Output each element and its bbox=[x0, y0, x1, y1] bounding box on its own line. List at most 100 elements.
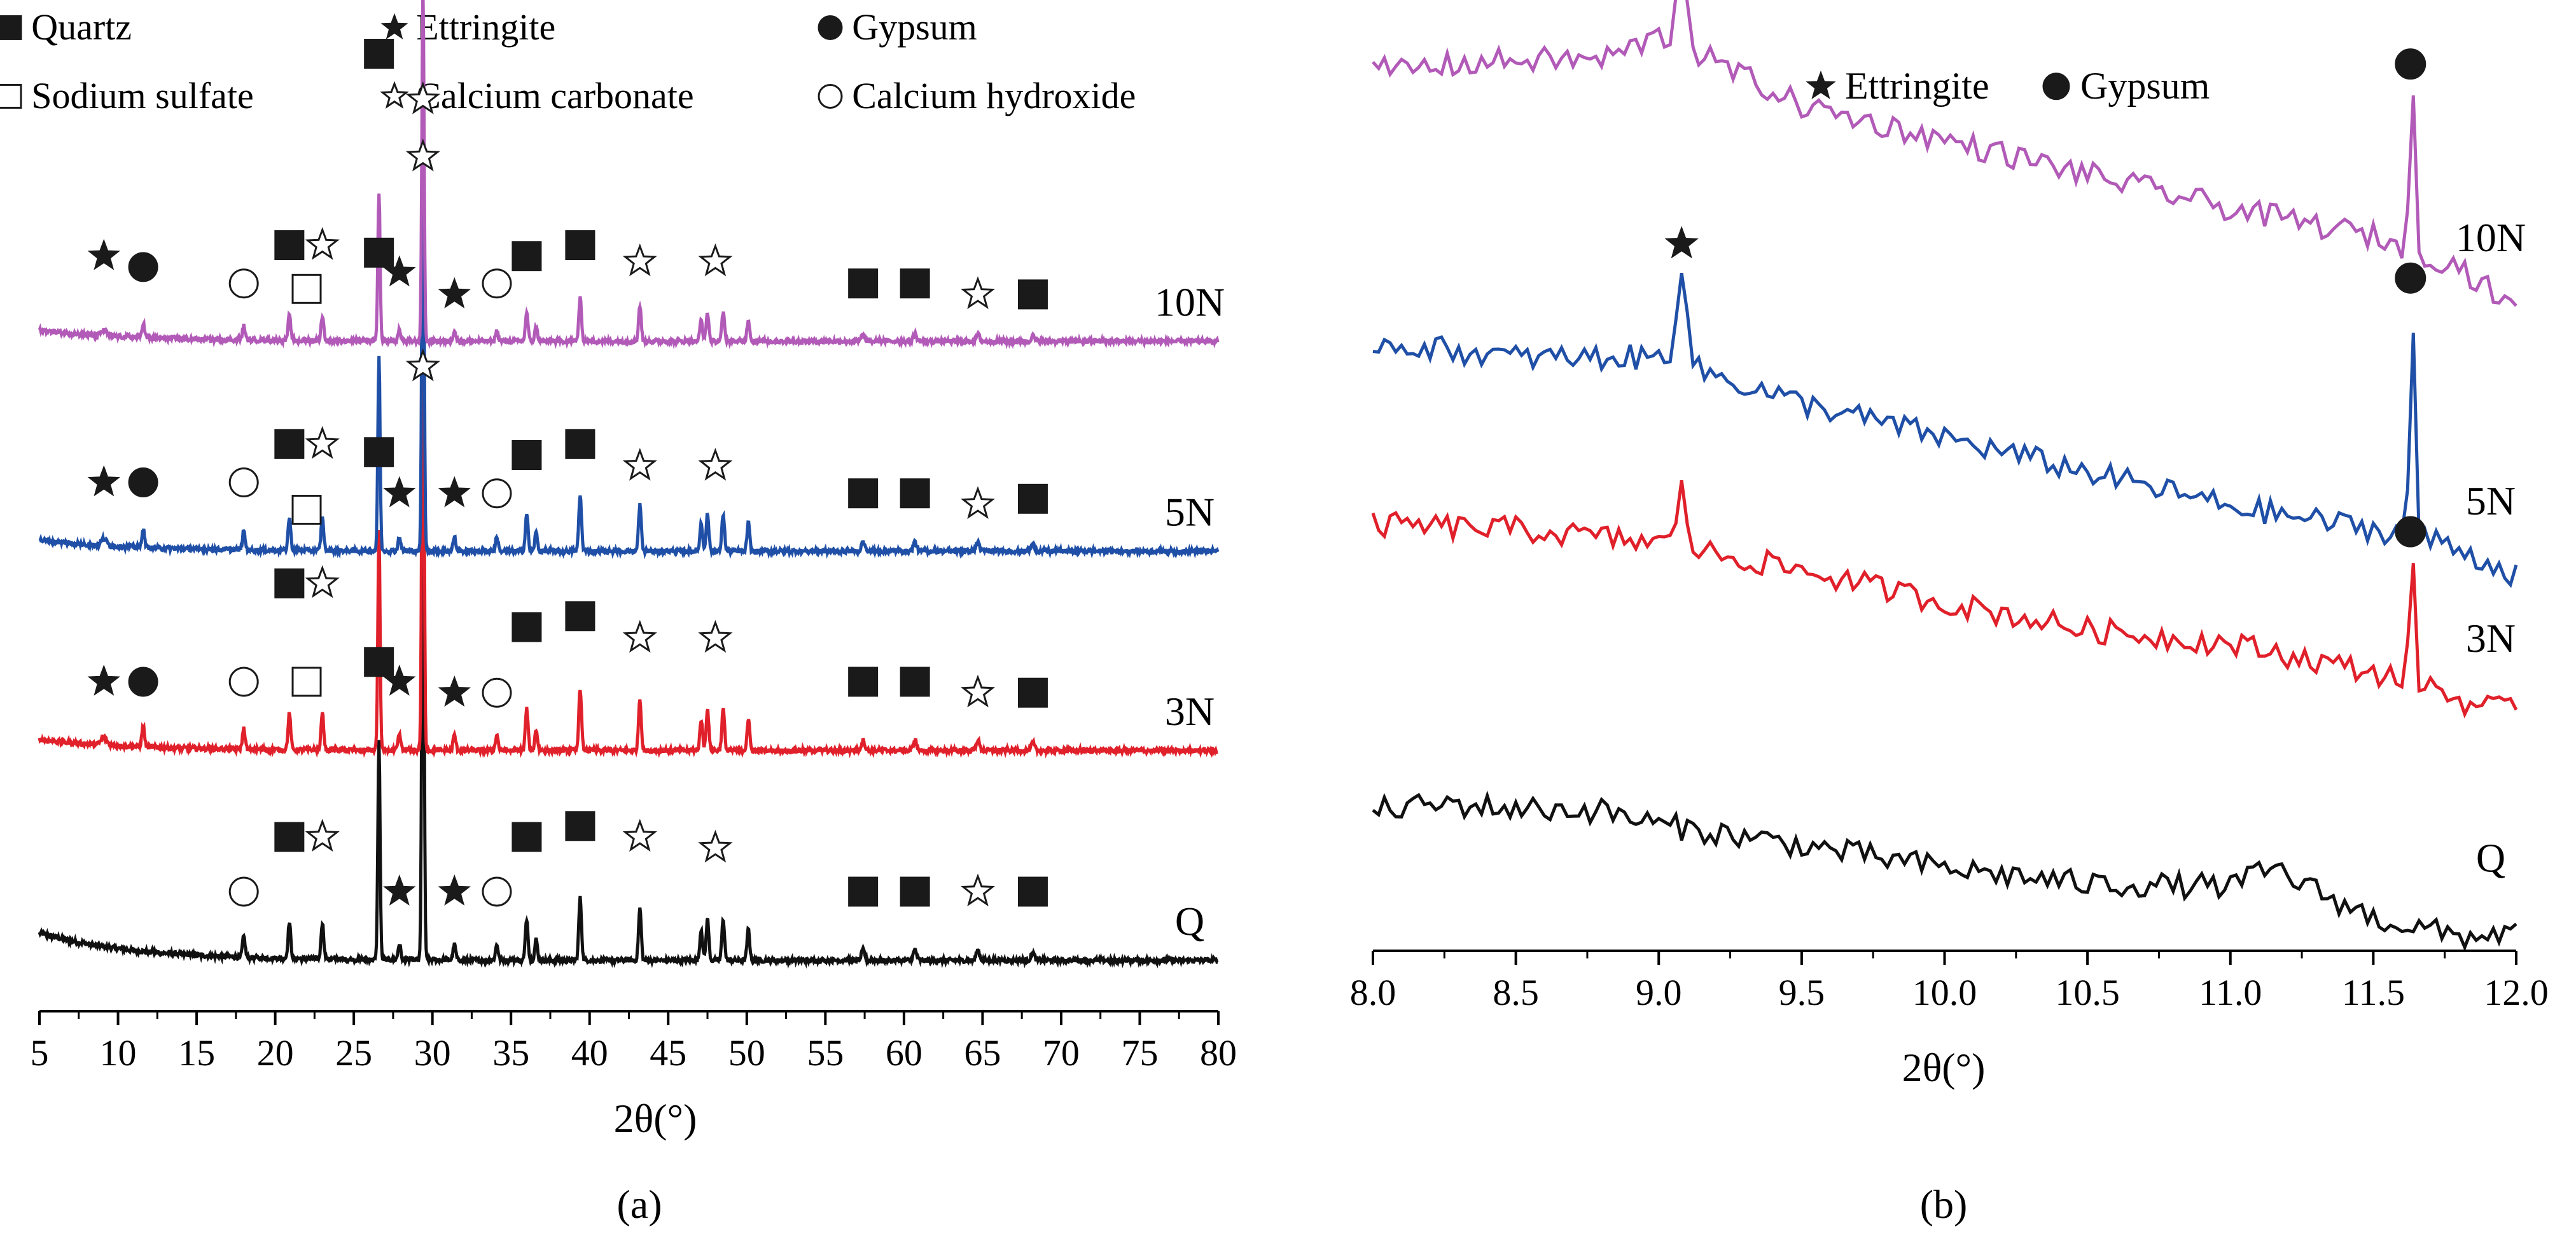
legend-label: Ettringite bbox=[1845, 65, 1989, 107]
legend-panel-a: Quartz Ettringite Gypsum Sodium sulfate Calc… bbox=[0, 6, 1136, 116]
peak-marker-filled-square bbox=[848, 876, 879, 907]
peak-marker-filled-square bbox=[1017, 483, 1048, 514]
peak-marker-open-square bbox=[291, 495, 322, 525]
legend-symbol-open-star bbox=[380, 81, 409, 109]
x-tick-label-a: 30 bbox=[414, 1032, 451, 1074]
peak-marker-filled-star bbox=[383, 874, 416, 906]
legend-label: Quartz bbox=[31, 6, 132, 48]
x-axis-title-panel-a: 2θ(°) bbox=[614, 1096, 697, 1141]
series-line-10N bbox=[38, 0, 1220, 350]
peak-marker-open-star bbox=[405, 81, 441, 114]
peak-marker-filled-square bbox=[900, 667, 930, 697]
x-tick-label-b: 8.5 bbox=[1493, 972, 1539, 1013]
x-tick-label-b: 10.5 bbox=[2055, 972, 2120, 1013]
peak-marker-filled-circle bbox=[128, 252, 158, 282]
series-line-b-Q bbox=[1372, 790, 2517, 951]
peak-marker-filled-square bbox=[364, 647, 394, 677]
peak-marker-filled-square bbox=[364, 237, 394, 268]
peak-marker-filled-square bbox=[274, 568, 305, 598]
peak-marker-filled-star bbox=[87, 664, 121, 696]
legend-symbol-open-circle bbox=[818, 83, 843, 109]
peak-marker-filled-square bbox=[848, 268, 879, 299]
x-tick-label-a: 45 bbox=[650, 1032, 686, 1074]
peak-marker-filled-square bbox=[1017, 677, 1048, 708]
x-axis-panel-b: 8.0 8.5 9.0 9.5 10.0 10.5 11.0 11.5 12.0 bbox=[1350, 950, 2549, 1013]
series-line-Q bbox=[38, 439, 1219, 969]
series-label-b-5N: 5N bbox=[2466, 478, 2516, 523]
peak-marker-filled-star bbox=[87, 465, 121, 497]
legend-label: Sodium sulfate bbox=[31, 75, 254, 116]
peak-marker-open-star bbox=[698, 243, 733, 277]
peak-marker-filled-star bbox=[87, 238, 121, 270]
legend-symbol-filled-circle bbox=[2042, 73, 2070, 100]
peak-marker-open-star bbox=[622, 619, 657, 653]
peak-marker-filled-star bbox=[438, 277, 471, 308]
panel-a-chart: Quartz Ettringite Gypsum Sodium sulfate Calc… bbox=[0, 0, 1237, 1227]
peak-marker-filled-square bbox=[512, 241, 542, 272]
x-tick-label-a: 55 bbox=[807, 1032, 844, 1074]
peak-marker-b-filled-circle bbox=[2395, 262, 2426, 294]
x-tick-label-b: 11.5 bbox=[2342, 972, 2405, 1013]
legend-symbol-filled-square bbox=[0, 15, 22, 40]
peak-marker-open-star bbox=[960, 486, 996, 519]
peak-marker-open-circle bbox=[228, 467, 259, 497]
series-line-b-10N bbox=[1372, 0, 2517, 307]
x-tick-label-b: 10.0 bbox=[1912, 972, 1977, 1013]
peak-marker-open-star bbox=[622, 819, 657, 852]
peak-marker-filled-star bbox=[438, 476, 471, 508]
peak-marker-open-circle bbox=[482, 677, 512, 708]
peak-marker-b-filled-star bbox=[1664, 226, 1699, 259]
x-tick-label-b: 11.0 bbox=[2199, 972, 2262, 1013]
legend-symbol-filled-star bbox=[1806, 70, 1836, 99]
x-tick-label-b: 12.0 bbox=[2484, 972, 2549, 1013]
x-tick-label-a: 40 bbox=[571, 1032, 608, 1074]
x-tick-label-b: 9.0 bbox=[1636, 972, 1682, 1013]
peak-marker-open-circle bbox=[482, 478, 512, 509]
peak-marker-b-filled-circle bbox=[2395, 516, 2426, 548]
x-tick-label-a: 50 bbox=[728, 1032, 765, 1074]
peak-marker-open-star bbox=[960, 276, 996, 309]
peak-marker-open-star bbox=[305, 226, 340, 260]
peak-marker-filled-square bbox=[364, 437, 394, 467]
peak-marker-filled-square bbox=[565, 230, 595, 260]
peak-marker-filled-square bbox=[274, 230, 305, 260]
legend-label: Calcium hydroxide bbox=[852, 75, 1136, 116]
peak-marker-filled-star bbox=[438, 874, 471, 906]
x-tick-label-a: 70 bbox=[1043, 1032, 1080, 1074]
panel-b-caption: (b) bbox=[1920, 1182, 1968, 1227]
peak-marker-filled-star bbox=[383, 255, 416, 287]
series-line-3N bbox=[38, 229, 1218, 759]
peak-marker-open-star bbox=[405, 138, 441, 172]
plot-area-panel-a: Q 3N 5N 10N bbox=[38, 0, 1225, 969]
x-tick-label-a: 10 bbox=[100, 1032, 137, 1074]
x-tick-label-a: 20 bbox=[257, 1032, 294, 1074]
peak-marker-filled-square bbox=[848, 667, 879, 697]
peak-marker-filled-star bbox=[383, 664, 416, 696]
peak-marker-filled-square bbox=[565, 811, 595, 841]
peak-marker-filled-square bbox=[565, 429, 595, 459]
peak-marker-filled-square bbox=[1017, 876, 1048, 907]
legend-symbol-filled-circle bbox=[818, 15, 843, 40]
peak-marker-filled-square bbox=[900, 876, 930, 907]
peak-marker-open-star bbox=[622, 448, 657, 481]
peak-marker-open-circle bbox=[228, 667, 259, 697]
peak-marker-open-circle bbox=[482, 268, 512, 299]
x-tick-label-a: 75 bbox=[1121, 1032, 1158, 1074]
peak-marker-open-star bbox=[698, 448, 733, 481]
peak-marker-filled-square bbox=[512, 440, 542, 470]
legend-label: Calcium carbonate bbox=[416, 75, 693, 116]
peak-marker-open-circle bbox=[228, 268, 259, 299]
x-tick-label-a: 60 bbox=[886, 1032, 922, 1074]
peak-marker-filled-star bbox=[383, 476, 416, 508]
x-tick-label-b: 9.5 bbox=[1779, 972, 1825, 1013]
peak-marker-open-star bbox=[622, 243, 657, 277]
x-tick-label-a: 80 bbox=[1200, 1032, 1237, 1074]
peak-marker-open-star bbox=[960, 674, 996, 708]
series-label-5N: 5N bbox=[1165, 490, 1215, 535]
peak-marker-filled-square bbox=[274, 822, 305, 852]
peak-marker-filled-square bbox=[512, 612, 542, 642]
legend-symbol-open-square bbox=[0, 83, 22, 109]
peak-marker-open-square bbox=[291, 667, 322, 697]
peak-marker-filled-square bbox=[848, 478, 879, 509]
